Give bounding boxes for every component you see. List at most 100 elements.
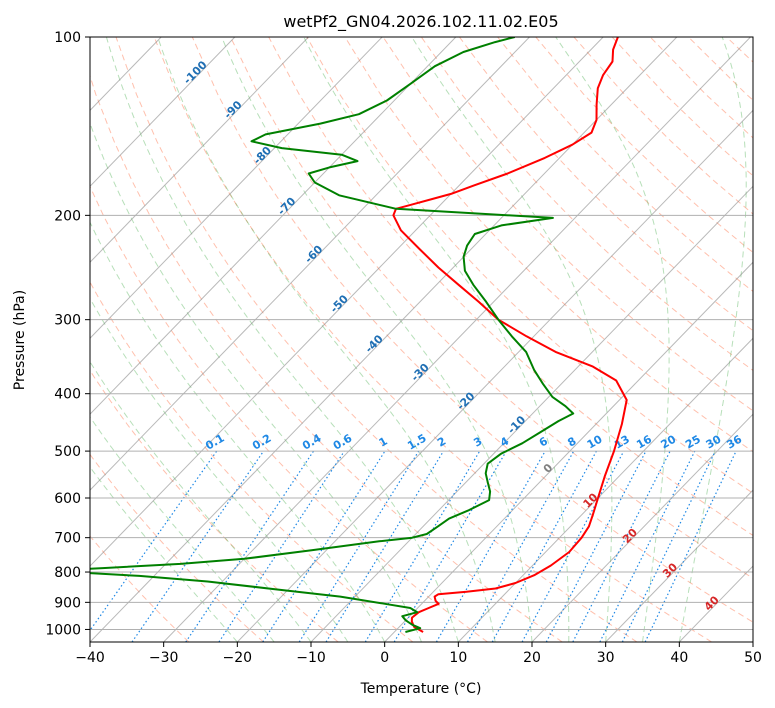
x-tick-label: −30	[149, 650, 179, 666]
isotherm-label: -10	[505, 413, 528, 436]
x-tick-label: 50	[744, 650, 762, 666]
dry-adiabat	[90, 281, 414, 642]
mixing-ratio-label: 25	[683, 433, 703, 452]
mixing-ratio-line	[644, 450, 737, 642]
isotherm-label: 40	[702, 593, 722, 613]
isotherm-label: -20	[454, 389, 477, 412]
mixing-ratio-label: 1.5	[405, 432, 428, 453]
y-tick-label: 100	[54, 30, 81, 46]
moist-adiabat	[411, 37, 613, 642]
moist-adiabat	[90, 466, 238, 642]
mixing-ratio-label: 8	[565, 435, 578, 450]
dry-adiabat	[535, 37, 753, 254]
y-tick-label: 300	[54, 313, 81, 329]
isotherm-label: -50	[328, 292, 351, 315]
mixing-ratio-line	[131, 450, 265, 642]
moist-adiabat	[90, 121, 422, 642]
isotherm-label: -60	[302, 243, 325, 266]
y-axis: 100 200 300 400 500 600 700 800 900 1000	[45, 30, 90, 638]
mixing-ratio-label: 30	[704, 432, 724, 451]
moist-adiabat	[90, 416, 275, 642]
x-axis-title: Temperature (°C)	[360, 681, 482, 697]
dry-adiabat	[268, 37, 753, 536]
dry-adiabat	[90, 369, 339, 642]
mixing-ratio-line	[545, 450, 647, 642]
dewpoint-profile	[90, 37, 575, 633]
temperature-profile	[392, 37, 628, 633]
mixing-ratio-line	[90, 450, 218, 632]
isotherm-line	[531, 413, 753, 642]
x-axis: −40 −30 −20 −10 0 10 20 30 40 50	[75, 642, 762, 666]
dry-adiabat	[688, 37, 753, 101]
isotherm-line	[90, 37, 678, 642]
dry-adiabat	[115, 37, 638, 642]
y-tick-label: 1000	[45, 622, 81, 638]
mixing-ratio-label: 0.4	[300, 431, 324, 452]
isotherm-line	[163, 37, 751, 642]
dry-adiabat	[90, 74, 563, 642]
isotherm-line	[90, 37, 383, 339]
isotherm-label: 30	[660, 560, 680, 580]
plot-frame	[89, 36, 754, 643]
mixing-ratio-line	[364, 450, 481, 642]
dry-adiabat	[420, 37, 753, 372]
x-tick-label: 30	[597, 650, 615, 666]
dry-adiabat	[459, 37, 753, 332]
y-tick-label: 200	[54, 208, 81, 224]
background-lines	[90, 37, 753, 642]
x-tick-label: −20	[223, 650, 253, 666]
isotherm-line	[605, 489, 753, 642]
mixing-ratio-line	[262, 450, 386, 642]
isotherm-line	[752, 641, 753, 642]
mixing-ratio-label: 1	[377, 435, 390, 450]
x-tick-label: −10	[296, 650, 326, 666]
pressure-grid	[90, 37, 753, 630]
isotherm-label: -100	[181, 58, 210, 87]
mixing-ratio-line	[185, 450, 315, 642]
y-tick-label: 600	[54, 491, 81, 507]
y-tick-label: 500	[54, 444, 81, 460]
y-tick-label: 800	[54, 565, 81, 581]
isotherm-line	[90, 37, 457, 415]
isotherm-line	[310, 185, 753, 642]
x-tick-label: 0	[380, 650, 389, 666]
mixing-ratio-line	[491, 450, 597, 642]
dry-adiabat	[90, 535, 190, 642]
dry-adiabat	[497, 37, 753, 293]
mixing-ratio-label: 16	[634, 432, 654, 451]
isotherm-label: -70	[275, 194, 298, 217]
chart-title: wetPf2_GN04.2026.102.11.02.E05	[283, 12, 558, 32]
moist-adiabat	[105, 37, 459, 642]
moist-adiabat	[157, 37, 496, 642]
moist-adiabat	[221, 37, 533, 642]
moist-adiabat	[678, 37, 747, 642]
mixing-ratio-label: 36	[724, 432, 744, 451]
x-tick-label: 10	[449, 650, 467, 666]
isotherm-label: 20	[620, 526, 640, 546]
sounding-profiles	[90, 37, 628, 633]
isotherm-line	[457, 337, 753, 642]
isotherm-line	[90, 37, 604, 567]
mixing-ratio-line	[466, 450, 575, 642]
mixing-ratio-label: 3	[471, 435, 484, 450]
mixing-ratio-line	[325, 450, 445, 642]
y-tick-label: 900	[54, 595, 81, 611]
moist-adiabat	[90, 221, 386, 642]
isotherm-label: -80	[251, 144, 274, 167]
isotherm-label: -90	[221, 98, 244, 121]
dry-adiabat	[90, 453, 264, 642]
mixing-ratio-line	[572, 450, 671, 642]
isotherm-label: -30	[409, 361, 432, 384]
mixing-ratio-line	[435, 450, 546, 642]
mixing-ratio-line	[218, 450, 345, 642]
y-tick-label: 400	[54, 387, 81, 403]
x-tick-label: 20	[523, 650, 541, 666]
mixing-ratio-label: 2	[435, 435, 448, 450]
isotherm-line	[90, 37, 530, 491]
x-tick-label: 40	[670, 650, 688, 666]
dry-adiabat	[90, 185, 488, 642]
mixing-ratio-line	[298, 450, 420, 642]
y-axis-title: Pressure (hPa)	[12, 290, 28, 390]
x-tick-label: −40	[75, 650, 105, 666]
